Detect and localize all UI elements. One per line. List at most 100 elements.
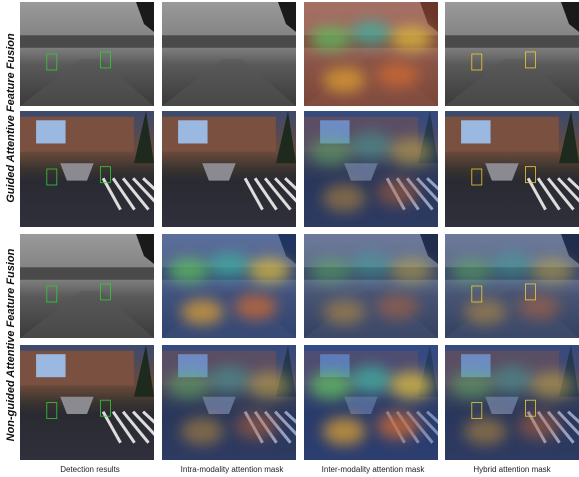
image-panel bbox=[445, 234, 579, 338]
detection-box bbox=[471, 402, 483, 419]
heat-blob bbox=[180, 417, 224, 446]
road bbox=[445, 59, 579, 106]
heat-blob bbox=[389, 137, 433, 166]
heat-base bbox=[304, 234, 438, 338]
road bbox=[162, 59, 296, 106]
heat-blob bbox=[389, 257, 433, 283]
heat-blob bbox=[490, 365, 534, 394]
image-panel bbox=[304, 2, 438, 106]
buildings bbox=[162, 35, 296, 48]
detection-box bbox=[471, 168, 483, 186]
heat-blob bbox=[530, 371, 574, 400]
image-panel bbox=[20, 2, 154, 106]
crosswalk bbox=[121, 177, 150, 211]
image-panel bbox=[162, 111, 296, 227]
heat-base bbox=[445, 234, 579, 338]
crosswalk bbox=[546, 177, 575, 211]
detection-box bbox=[471, 53, 483, 71]
crosswalk bbox=[111, 410, 136, 444]
crosswalk bbox=[526, 177, 547, 211]
crosswalk bbox=[273, 177, 296, 203]
stairs bbox=[485, 163, 519, 181]
heat-blob bbox=[167, 371, 211, 400]
heat-blob bbox=[322, 417, 366, 446]
column-label: Intra-modality attention mask bbox=[181, 465, 285, 474]
crosswalk bbox=[253, 177, 278, 211]
road bbox=[445, 291, 579, 338]
road bbox=[20, 59, 154, 106]
heat-base bbox=[162, 345, 296, 460]
road bbox=[20, 291, 154, 338]
heat-blob bbox=[450, 371, 494, 400]
heat-blob bbox=[376, 62, 420, 88]
tree bbox=[420, 234, 438, 264]
heat-base bbox=[304, 345, 438, 460]
crosswalk bbox=[556, 410, 579, 436]
heat-blob bbox=[207, 252, 251, 278]
heat-blob bbox=[376, 294, 420, 320]
crosswalk bbox=[101, 410, 122, 444]
crosswalk bbox=[121, 410, 150, 444]
heat-base bbox=[304, 111, 438, 227]
heat-blob bbox=[247, 371, 291, 400]
screen bbox=[178, 120, 208, 144]
heat-blob bbox=[349, 252, 393, 278]
tree bbox=[136, 2, 154, 32]
heat-blob bbox=[376, 178, 420, 207]
crosswalk bbox=[284, 177, 296, 191]
column-label: Detection results bbox=[60, 465, 120, 474]
column-label: Hybrid attention mask bbox=[473, 465, 551, 474]
crosswalk bbox=[567, 410, 579, 424]
heat-blob bbox=[349, 20, 393, 46]
crosswalk bbox=[415, 177, 438, 203]
heat-blob bbox=[376, 411, 420, 440]
heat-blob bbox=[234, 411, 278, 440]
heat-blob bbox=[309, 25, 353, 51]
image-panel bbox=[304, 345, 438, 460]
heat-blob bbox=[322, 67, 366, 93]
heat-base bbox=[445, 345, 579, 460]
tree bbox=[561, 2, 579, 32]
image-panel bbox=[20, 345, 154, 460]
screen bbox=[461, 354, 491, 378]
heat-blob bbox=[234, 294, 278, 320]
image-panel bbox=[162, 345, 296, 460]
detection-box bbox=[525, 166, 536, 184]
heat-blob bbox=[450, 257, 494, 283]
heat-blob bbox=[309, 371, 353, 400]
detection-box bbox=[100, 166, 111, 184]
heat-blob bbox=[463, 417, 507, 446]
column-label: Inter-modality attention mask bbox=[322, 465, 426, 474]
screen bbox=[461, 120, 491, 144]
heat-blob bbox=[349, 131, 393, 160]
crosswalk bbox=[131, 177, 154, 203]
tree bbox=[559, 111, 579, 164]
heat-blob bbox=[309, 137, 353, 166]
stairs bbox=[344, 163, 378, 181]
heat-blob bbox=[517, 411, 561, 440]
detection-box bbox=[100, 283, 111, 301]
row-label: Non-guided Attentive Feature Fusion bbox=[5, 248, 17, 441]
tree bbox=[276, 111, 296, 164]
screen bbox=[178, 354, 208, 378]
image-panel bbox=[20, 234, 154, 338]
heat-blob bbox=[322, 184, 366, 212]
detection-box bbox=[46, 402, 58, 419]
image-panel bbox=[304, 111, 438, 227]
crosswalk bbox=[101, 177, 122, 211]
row-label: Guided Attentive Feature Fusion bbox=[5, 33, 17, 203]
heat-blob bbox=[180, 299, 224, 325]
crosswalk bbox=[243, 177, 264, 211]
stairs bbox=[60, 163, 94, 181]
image-panel bbox=[445, 2, 579, 106]
crosswalk bbox=[536, 177, 561, 211]
image-panel bbox=[162, 234, 296, 338]
image-panel bbox=[304, 234, 438, 338]
crosswalk bbox=[556, 177, 579, 203]
heat-blob bbox=[207, 365, 251, 394]
screen bbox=[320, 120, 350, 144]
heat-blob bbox=[247, 257, 291, 283]
detection-box bbox=[100, 51, 111, 69]
crosswalk bbox=[567, 177, 579, 191]
